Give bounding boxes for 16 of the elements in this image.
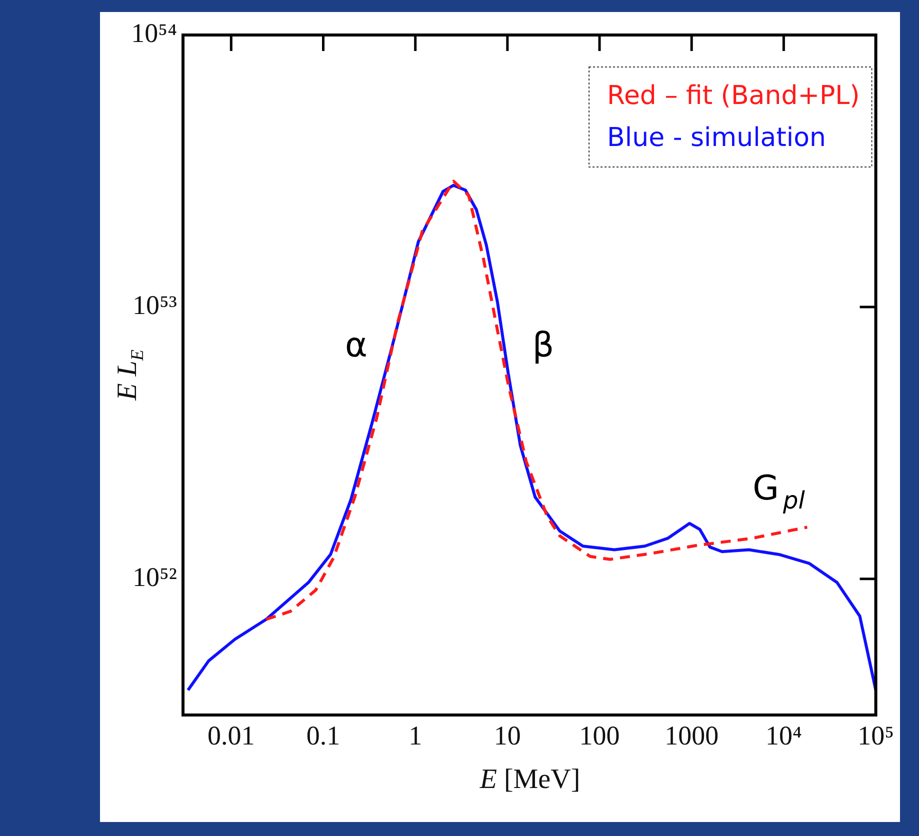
text: Blue - simulation [607,122,826,153]
x-tick-label: 1000 [664,720,719,750]
x-tick-label: 100 [579,720,620,750]
x-tick-label: 10 [494,720,521,750]
x-axis-title: E [MeV] [478,764,582,796]
x-tick-label: 1 [408,720,422,750]
x-tick-label: 10⁵ [858,720,894,750]
annotation: β [532,326,554,366]
x-tick-label: 0.01 [208,720,255,750]
y-tick-label: 10⁵² [132,562,177,592]
y-tick-label: 10⁵³ [132,290,177,320]
text: Red – fit (Band+PL) [607,80,860,111]
x-tick-label: 10⁴ [765,720,802,750]
x-tick-label: 0.1 [306,720,340,750]
y-tick-label: 10⁵⁴ [131,18,177,48]
annotation: α [344,326,368,366]
